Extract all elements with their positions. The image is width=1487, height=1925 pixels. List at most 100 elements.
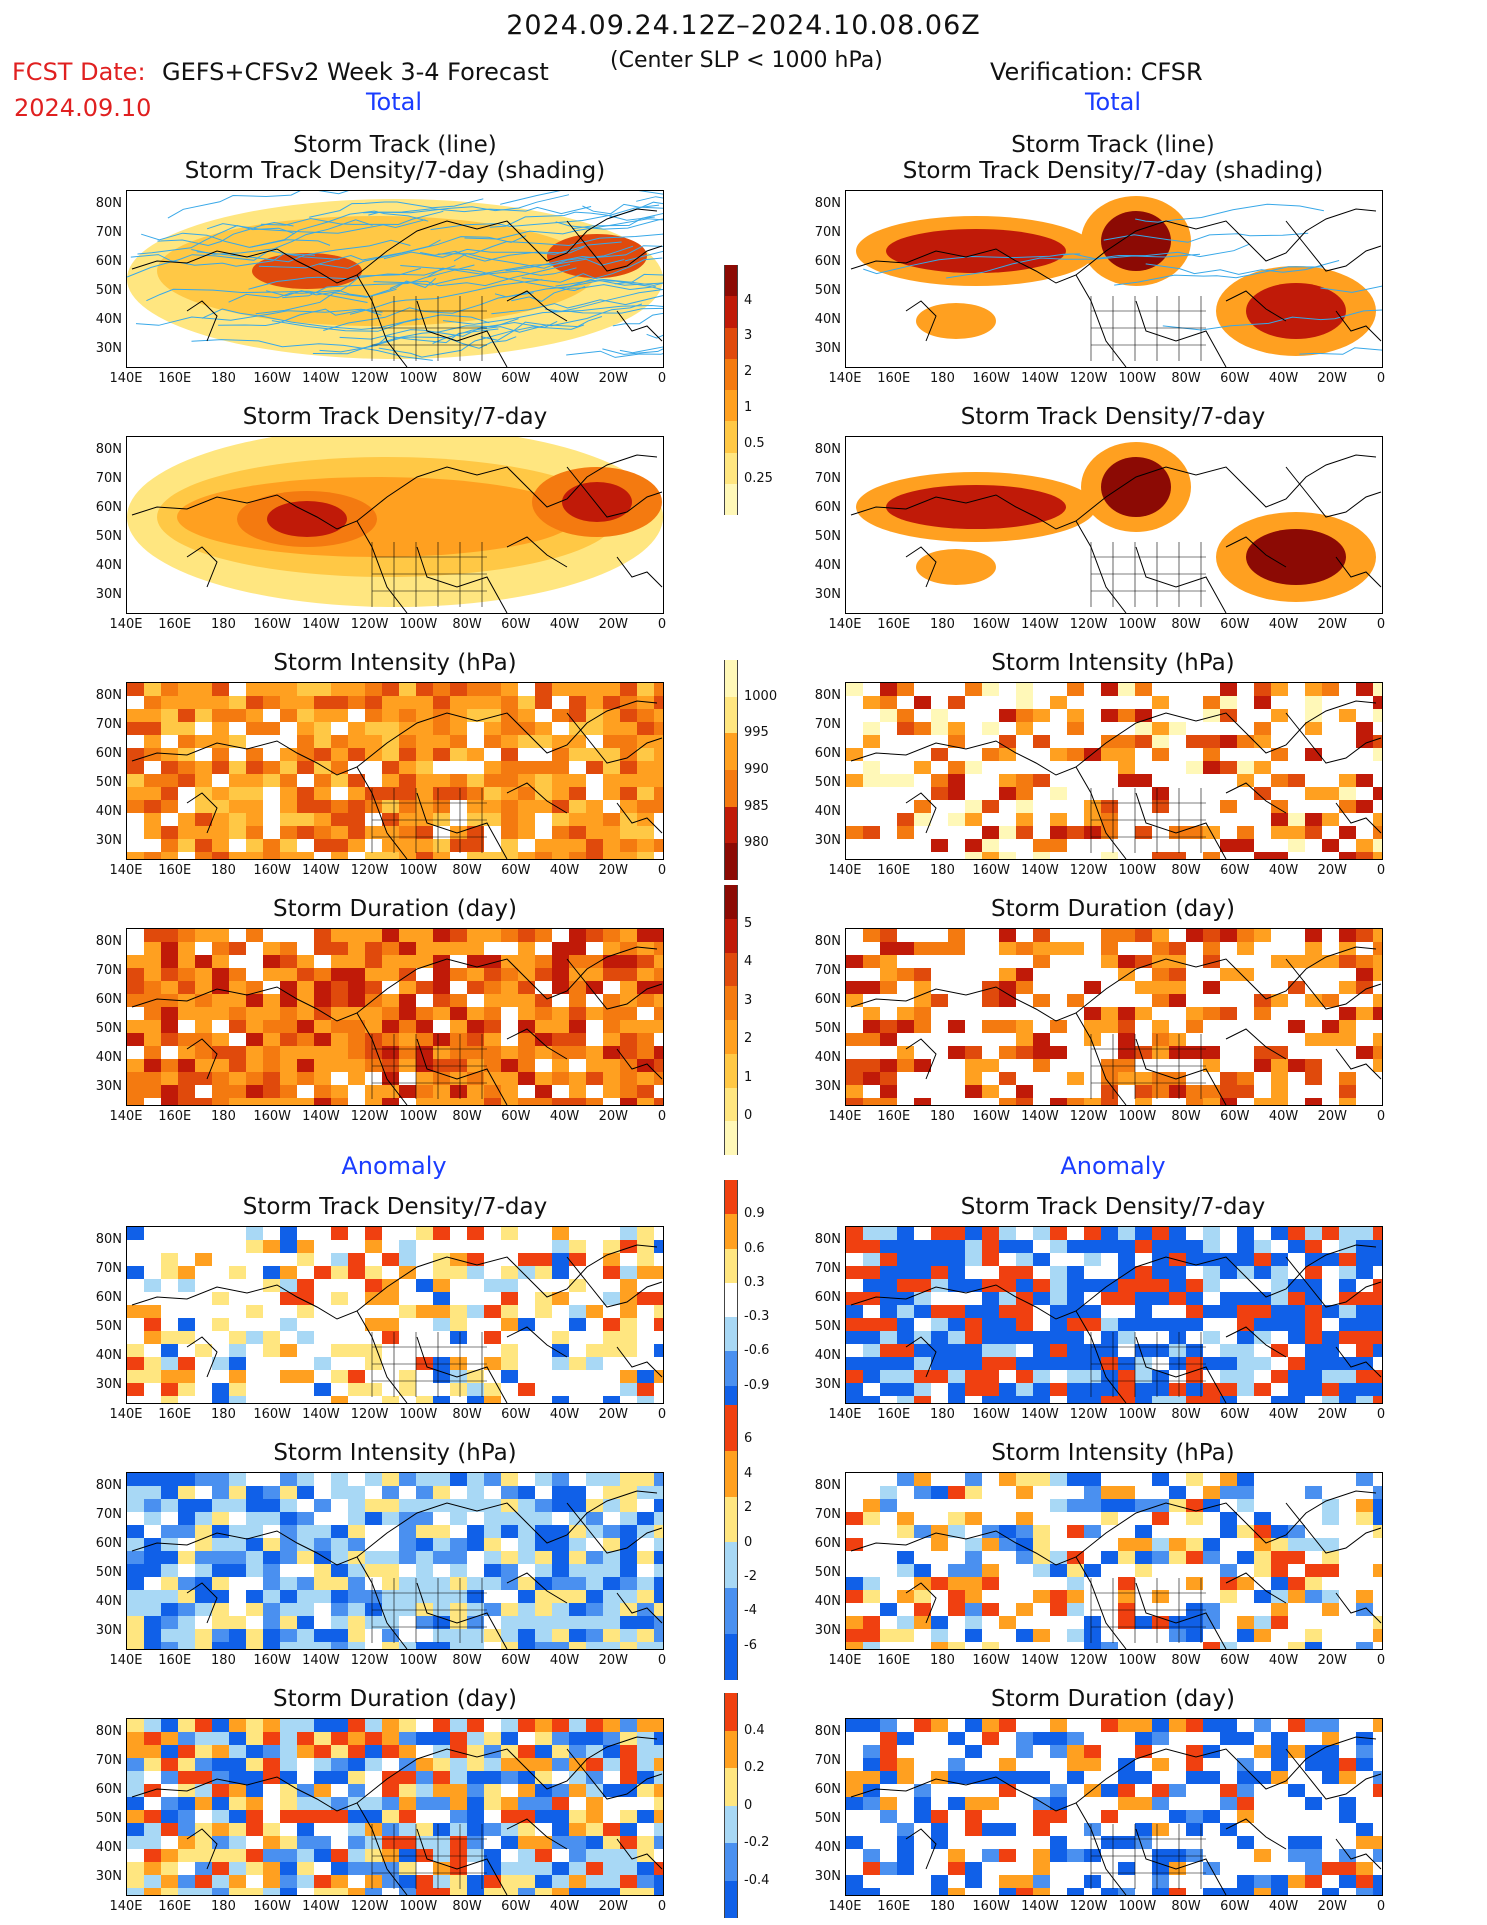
duration-cell bbox=[348, 1072, 365, 1085]
anomaly-cell bbox=[931, 1331, 948, 1344]
duration-cell bbox=[1322, 1033, 1339, 1046]
anomaly-cell bbox=[484, 1499, 501, 1512]
lon-tick-label: 160W bbox=[972, 1653, 1010, 1668]
anomaly-cell bbox=[433, 1499, 450, 1512]
duration-cell bbox=[280, 955, 297, 968]
anomaly-cell bbox=[880, 1603, 897, 1616]
anomaly-cell bbox=[948, 1862, 965, 1875]
panel-verif-anom-duration-map bbox=[846, 1719, 1382, 1895]
intensity-cell bbox=[569, 774, 586, 787]
fcst-date-label: FCST Date: bbox=[12, 58, 146, 86]
intensity-cell bbox=[1356, 852, 1373, 859]
intensity-cell bbox=[263, 722, 280, 735]
anomaly-cell bbox=[1288, 1551, 1305, 1564]
anomaly-cell bbox=[569, 1538, 586, 1551]
duration-cell bbox=[620, 942, 637, 955]
lat-tick-label: 60N bbox=[814, 254, 841, 269]
intensity-cell bbox=[603, 722, 620, 735]
anomaly-cell bbox=[982, 1719, 999, 1732]
intensity-cell bbox=[178, 774, 195, 787]
duration-cell bbox=[331, 1098, 348, 1105]
anomaly-cell bbox=[314, 1758, 331, 1771]
duration-cell bbox=[127, 1098, 144, 1105]
anomaly-cell bbox=[999, 1292, 1016, 1305]
colorbar-total-intensity bbox=[724, 660, 738, 880]
duration-cell bbox=[212, 1072, 229, 1085]
duration-cell bbox=[178, 968, 195, 981]
anomaly-cell bbox=[144, 1603, 161, 1616]
duration-cell bbox=[914, 1098, 931, 1105]
duration-cell bbox=[846, 955, 863, 968]
intensity-cell bbox=[1067, 722, 1084, 735]
duration-cell bbox=[654, 929, 663, 942]
anomaly-cell bbox=[914, 1810, 931, 1823]
duration-cell bbox=[1016, 968, 1033, 981]
anomaly-cell bbox=[467, 1642, 484, 1649]
duration-cell bbox=[467, 942, 484, 955]
duration-cell bbox=[195, 1098, 212, 1105]
duration-cell bbox=[535, 1007, 552, 1020]
anomaly-cell bbox=[1356, 1758, 1373, 1771]
anomaly-cell bbox=[246, 1719, 263, 1732]
anomaly-cell bbox=[433, 1227, 450, 1240]
duration-cell bbox=[846, 1098, 863, 1105]
intensity-cell bbox=[1016, 683, 1033, 696]
duration-cell bbox=[127, 1033, 144, 1046]
anomaly-cell bbox=[1016, 1279, 1033, 1292]
duration-cell bbox=[467, 1007, 484, 1020]
anomaly-cell bbox=[948, 1240, 965, 1253]
intensity-cell bbox=[1220, 696, 1237, 709]
intensity-cell bbox=[314, 826, 331, 839]
title-anom-density-left: Storm Track Density/7-day bbox=[242, 1194, 548, 1220]
anomaly-cell bbox=[212, 1629, 229, 1642]
anomaly-cell bbox=[897, 1849, 914, 1862]
intensity-cell bbox=[484, 800, 501, 813]
anomaly-cell bbox=[382, 1577, 399, 1590]
duration-cell bbox=[195, 1072, 212, 1085]
anomaly-cell bbox=[1016, 1745, 1033, 1758]
panel-fcst-duration bbox=[126, 928, 664, 1106]
anomaly-cell bbox=[948, 1564, 965, 1577]
intensity-cell bbox=[1118, 683, 1135, 696]
anomaly-cell bbox=[280, 1525, 297, 1538]
colorbar-label: 0.9 bbox=[744, 1206, 765, 1222]
duration-cell bbox=[501, 929, 518, 942]
anomaly-cell bbox=[127, 1642, 144, 1649]
anomaly-cell bbox=[1305, 1538, 1322, 1551]
intensity-cell bbox=[178, 826, 195, 839]
intensity-cell bbox=[1322, 839, 1339, 852]
anomaly-cell bbox=[1050, 1292, 1067, 1305]
anomaly-cell bbox=[863, 1357, 880, 1370]
duration-cell bbox=[161, 968, 178, 981]
duration-cell bbox=[127, 1085, 144, 1098]
anomaly-cell bbox=[399, 1875, 416, 1888]
anomaly-cell bbox=[1118, 1292, 1135, 1305]
anomaly-cell bbox=[552, 1616, 569, 1629]
intensity-cell bbox=[965, 683, 982, 696]
anomaly-cell bbox=[212, 1577, 229, 1590]
intensity-cell bbox=[586, 852, 603, 859]
anomaly-cell bbox=[1373, 1370, 1382, 1383]
anomaly-cell bbox=[1186, 1551, 1203, 1564]
lon-tick-label: 140E bbox=[109, 371, 143, 386]
anomaly-cell bbox=[948, 1253, 965, 1266]
intensity-cell bbox=[229, 735, 246, 748]
duration-cell bbox=[603, 994, 620, 1007]
intensity-cell bbox=[365, 735, 382, 748]
anomaly-cell bbox=[144, 1758, 161, 1771]
duration-cell bbox=[178, 1046, 195, 1059]
lon-tick-label: 160W bbox=[253, 1899, 291, 1914]
anomaly-cell bbox=[450, 1810, 467, 1823]
anomaly-cell bbox=[1220, 1577, 1237, 1590]
anomaly-cell bbox=[246, 1486, 263, 1499]
anomaly-cell bbox=[484, 1732, 501, 1745]
anomaly-cell bbox=[1203, 1331, 1220, 1344]
anomaly-cell bbox=[620, 1875, 637, 1888]
anomaly-cell bbox=[1118, 1888, 1135, 1895]
shading-region bbox=[1246, 529, 1346, 585]
intensity-cell bbox=[1016, 787, 1033, 800]
anomaly-cell bbox=[569, 1823, 586, 1836]
duration-cell bbox=[518, 1046, 535, 1059]
anomaly-cell bbox=[1169, 1784, 1186, 1797]
anomaly-cell bbox=[161, 1357, 178, 1370]
